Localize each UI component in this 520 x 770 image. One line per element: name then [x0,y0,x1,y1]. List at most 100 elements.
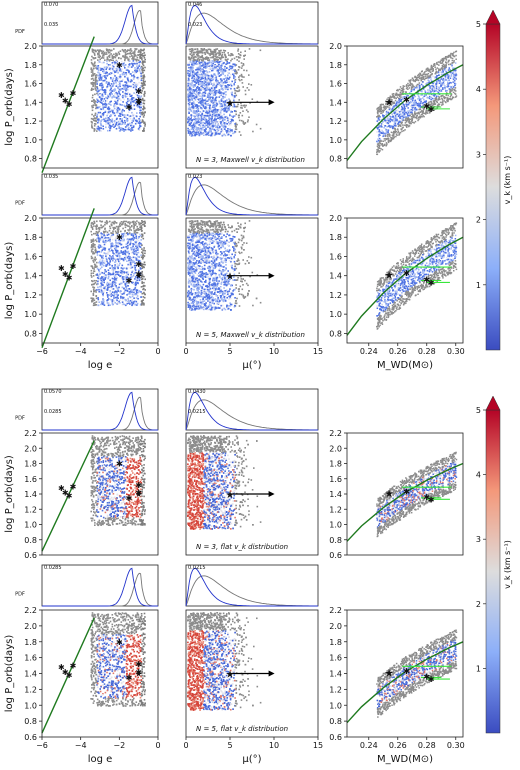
scatter-point [139,127,141,129]
scatter-point [397,129,399,131]
scatter-point [400,93,402,95]
scatter-point [225,59,227,61]
scatter-point [133,118,135,120]
scatter-point [396,118,398,120]
scatter-point [385,125,387,127]
ytick-label: 0.8 [329,155,342,164]
scatter-point [134,67,136,69]
scatter-point [239,120,241,122]
scatter-point [127,78,129,80]
scatter-point [395,115,397,117]
scatter-point [203,110,205,112]
scatter-point [415,103,417,105]
scatter-point [390,141,392,143]
scatter-point [112,124,114,126]
scatter-point [201,98,203,100]
scatter-point [107,98,109,100]
scatter-point [195,63,197,65]
scatter-point [379,115,381,117]
scatter-point [391,137,393,139]
scatter-point [201,129,203,131]
scatter-point [142,63,144,65]
scatter-point [105,118,107,120]
scatter-point [415,107,417,109]
scatter-point [430,75,432,77]
scatter-point [422,97,424,99]
scatter-point [191,64,193,66]
scatter-point [191,86,193,88]
scatter-point [192,129,194,131]
scatter-point [218,59,220,61]
scatter-point [94,86,96,88]
scatter-point [93,68,95,70]
scatter-point [199,106,201,108]
scatter-point [194,56,196,58]
scatter-point [237,50,239,52]
scatter-point [389,126,391,128]
scatter-point [450,54,452,56]
scatter-point [395,125,397,127]
panel-blocks: 0.0700.035PDF0.0460.023✱✱✱✱✱✱✱✱★0.81.01.… [4,2,465,765]
scatter-point [115,101,117,103]
pdf-panel-log-e: 0.035PDF [15,174,158,215]
scatter-point [392,128,394,130]
scatter-point [413,122,415,124]
scatter-point [193,95,195,97]
scatter-point [248,74,250,76]
scatter-point [211,107,213,109]
scatter-point [438,71,440,73]
scatter-point [122,73,124,75]
scatter-point [414,113,416,115]
scatter-point [130,53,132,55]
scatter-point [416,85,418,87]
scatter-point [105,73,107,75]
scatter-point [119,77,121,79]
scatter-point [109,101,111,103]
scatter-point [143,65,145,67]
scatter-point [191,78,193,80]
scatter-point [212,125,214,127]
scatter-point [102,96,104,98]
scatter-point [224,54,226,56]
scatter-point [194,104,196,106]
scatter-point [225,56,227,58]
scatter-point [414,117,416,119]
scatter-point [438,96,440,98]
scatter-point [381,107,383,109]
scatter-point [191,50,193,52]
scatter-point [198,113,200,115]
scatter-point [141,248,143,250]
scatter-point [217,123,219,125]
scatter-point [217,118,219,120]
scatter-point [402,113,404,115]
scatter-point [118,98,120,100]
scatter-point [93,289,95,291]
scatter-point [96,116,98,118]
scatter-point [113,84,115,86]
scatter-point [450,86,452,88]
ytick-label: 1.6 [329,80,342,89]
scatter-point [121,129,123,131]
scatter-point [207,63,209,65]
scatter-point [199,66,201,68]
scatter-point [199,62,201,64]
scatter-point [127,303,129,305]
scatter-point [135,120,137,122]
scatter-point [193,101,195,103]
scatter-point [226,111,228,113]
scatter-point [217,66,219,68]
mu-arrow-head [269,99,275,105]
scatter-point [453,86,455,88]
scatter-point [400,96,402,98]
scatter-point [447,100,449,102]
scatter-point [91,241,93,243]
scatter-point [204,92,206,94]
scatter-point [138,128,140,130]
scatter-point [133,78,135,80]
scatter-point [201,62,203,64]
scatter-point [101,50,103,52]
scatter-point [126,121,128,123]
scatter-point [216,114,218,116]
scatter-point [445,77,447,79]
scatter-point [438,64,440,66]
